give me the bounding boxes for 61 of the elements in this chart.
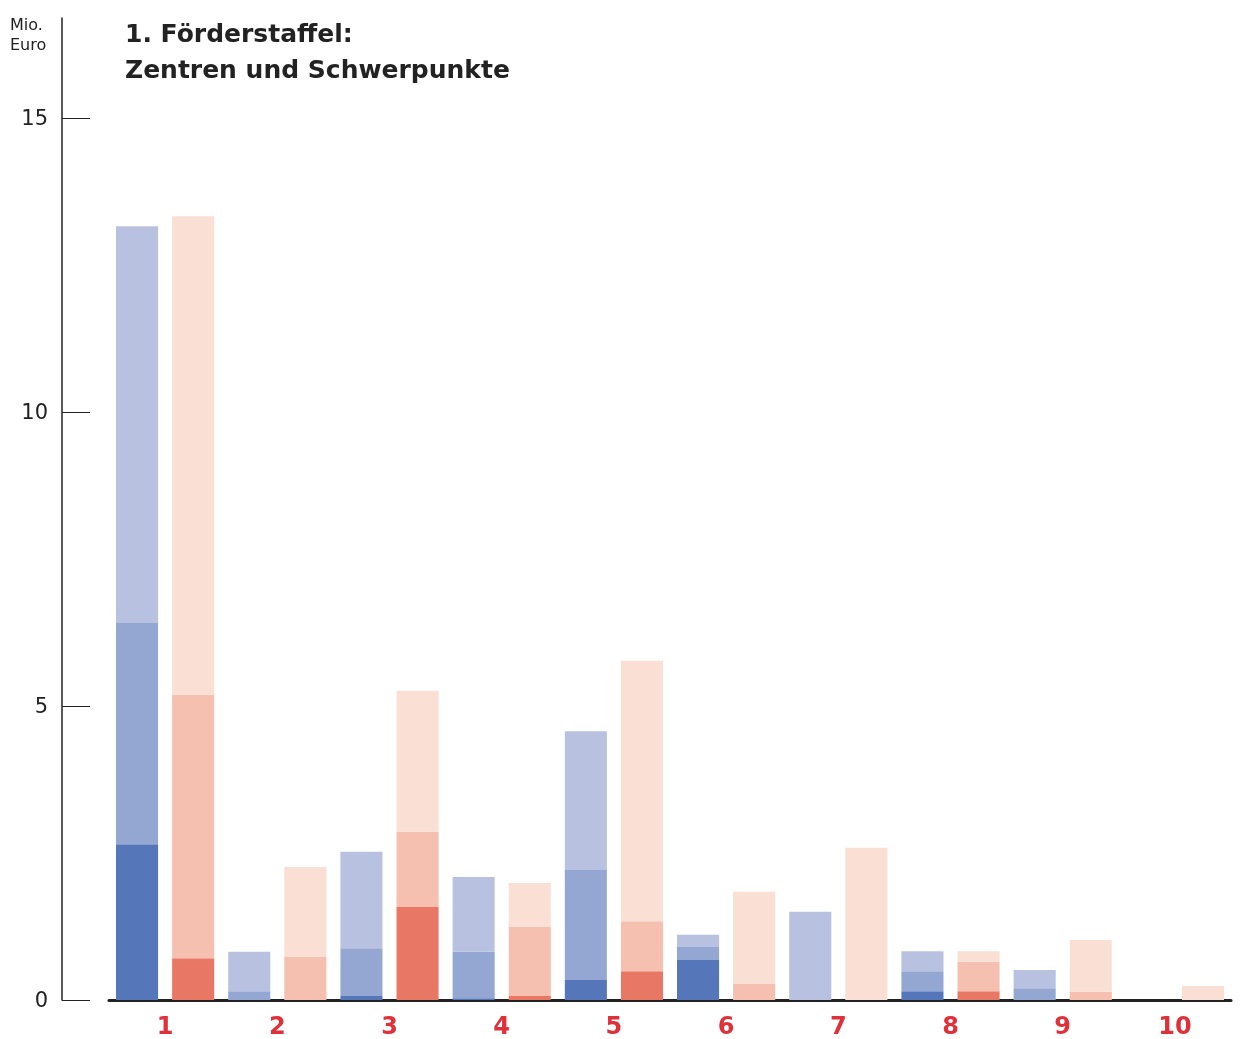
bar (957, 961, 1000, 992)
x-tick-label: 7 (829, 1012, 847, 1039)
bar (172, 958, 215, 1000)
bar (957, 991, 1000, 1000)
bar (228, 991, 271, 1000)
bar (452, 877, 495, 952)
y-tick-label: 5 (34, 693, 48, 718)
x-tick-label: 1 (156, 1012, 174, 1039)
bar (1013, 970, 1056, 989)
bar (957, 951, 1000, 962)
bar (452, 951, 495, 999)
bar (901, 971, 944, 992)
bar (901, 951, 944, 972)
bar (508, 882, 551, 928)
x-tick-label: 9 (1054, 1012, 1072, 1039)
y-axis-title: Mio. Euro (10, 14, 47, 54)
bar (116, 623, 159, 845)
bar (172, 694, 215, 959)
bar (677, 947, 720, 961)
bar (620, 921, 663, 972)
bar (677, 934, 720, 948)
bar (172, 216, 215, 695)
text: 1. Förderstaffel: Zentren und Schwerpunkte (125, 18, 510, 84)
bar (564, 731, 607, 871)
bar (396, 690, 439, 832)
bar (284, 957, 327, 1000)
x-tick-label: 10 (1158, 1012, 1192, 1039)
bar (116, 226, 159, 624)
bar (284, 867, 327, 958)
bar (620, 660, 663, 922)
bar (564, 980, 607, 1000)
bar (396, 907, 439, 1000)
bar (116, 844, 159, 1000)
bar (1181, 985, 1224, 1000)
x-tick-label: 5 (605, 1012, 623, 1039)
bar (733, 984, 776, 1000)
bar (396, 831, 439, 908)
x-tick-label: 4 (493, 1012, 511, 1039)
x-tick-label: 3 (381, 1012, 398, 1039)
x-tick-label: 2 (268, 1012, 286, 1039)
bar (340, 851, 383, 949)
bar (733, 891, 776, 985)
bar (1069, 940, 1112, 992)
bar (564, 870, 607, 981)
bar (1013, 988, 1056, 1000)
bar (845, 847, 888, 1000)
x-tick-label: 6 (717, 1012, 735, 1039)
bar (620, 971, 663, 1000)
bar (508, 927, 551, 996)
bar (901, 991, 944, 1000)
bar (1069, 991, 1112, 1000)
bar (508, 995, 551, 1000)
bar (789, 911, 832, 1000)
x-tick-label: 8 (942, 1012, 959, 1039)
y-tick-label: 10 (21, 399, 48, 424)
bar (340, 948, 383, 996)
bar (340, 995, 383, 1000)
bar (228, 951, 271, 992)
y-tick-label: 15 (21, 105, 48, 130)
y-tick-label: 0 (34, 988, 48, 1012)
bar (677, 960, 720, 1000)
